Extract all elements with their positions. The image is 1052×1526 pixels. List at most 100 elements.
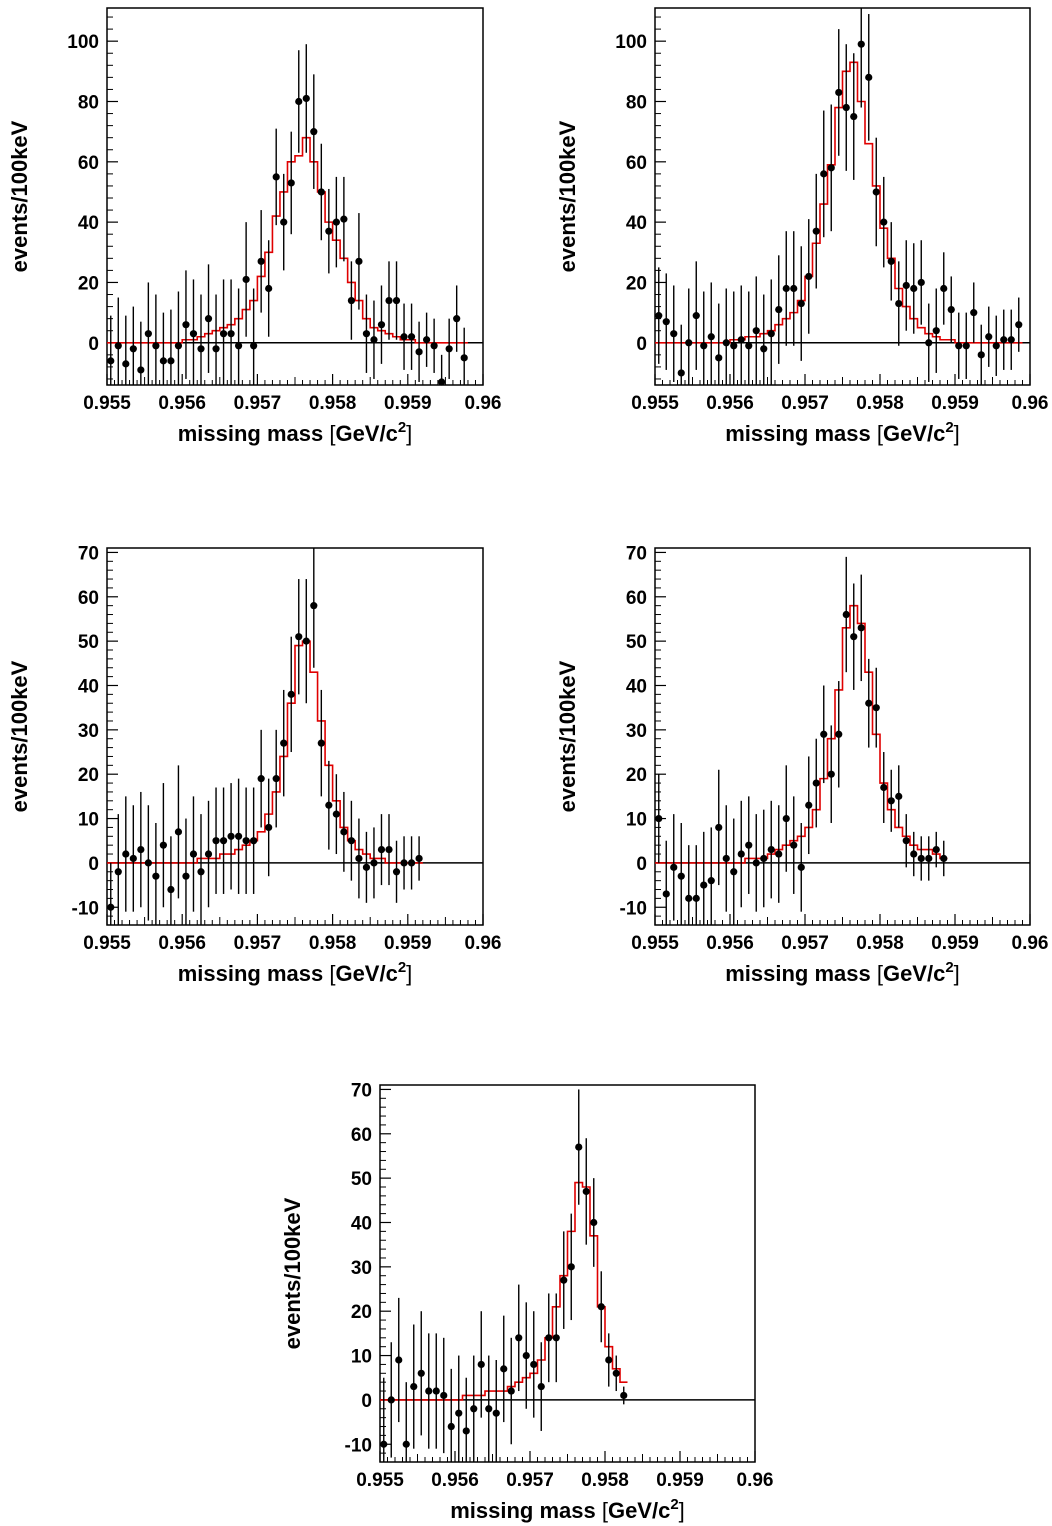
data-point [760,809,768,908]
data-point [970,282,978,343]
data-marker [902,837,910,845]
x-axis-title: missing mass [GeV/c2] [450,1496,685,1523]
data-point [745,796,753,894]
data-marker [850,112,858,121]
data-point [820,110,828,238]
data-marker [377,846,386,854]
data-marker [227,832,235,840]
data-marker [767,330,775,338]
data-marker [797,863,805,871]
x-tick-label: 0.96 [1012,393,1049,414]
data-point [545,1293,553,1383]
data-point [425,1333,433,1449]
data-point [129,805,137,912]
data-point [760,294,768,385]
data-marker [407,333,416,341]
data-point [415,321,423,382]
x-unit-bracket: [ [596,1498,608,1523]
data-marker [887,797,895,805]
y-tick-label: 60 [351,1125,372,1146]
data-marker [167,357,175,365]
data-marker [655,814,663,823]
data-marker [227,330,235,338]
data-point [460,327,468,385]
data-point [775,805,783,903]
data-point [662,840,670,925]
data-point [235,288,243,385]
data-marker [1007,336,1015,344]
data-marker [235,832,243,840]
data-point [917,240,925,325]
y-tick-label: 40 [626,213,647,234]
x-tick-label: 0.959 [384,933,432,954]
data-marker [805,272,813,281]
data-point [325,760,333,850]
data-marker [700,342,708,350]
data-point [182,818,190,925]
data-marker [895,299,903,308]
data-marker [507,1387,515,1395]
data-point [782,765,790,872]
x-unit-bracket: [ [871,421,883,446]
data-marker [880,218,888,226]
data-point [605,1333,613,1387]
data-point [685,845,693,925]
y-tick-label: -10 [620,898,647,919]
y-tick-label: 80 [626,92,647,113]
plot-top-right: 0.955 0.956 0.957 0.958 0.959 0.96 0 20 40 60 80 10… [555,7,1049,446]
data-marker [400,859,408,867]
data-marker [355,257,363,265]
x-axis-title: missing mass [GeV/c2] [178,959,413,986]
x-tick-label: 0.957 [506,1470,554,1491]
data-marker [530,1360,538,1369]
data-point [500,1315,508,1423]
x-unit-bracket: ] [406,421,412,446]
data-marker [775,306,783,314]
data-marker [440,1391,448,1400]
data-point [438,354,446,386]
data-marker [850,633,858,641]
data-point [189,796,198,912]
data-point [677,324,685,385]
data-point [400,836,408,890]
data-point [265,778,273,877]
data-marker [447,1422,455,1431]
data-point [670,814,678,921]
data-point [462,1377,470,1462]
x-tick-label: 0.957 [234,393,282,414]
data-point [407,303,416,370]
data-point [302,579,310,704]
data-point [612,1355,620,1392]
data-marker [925,854,933,863]
data-marker [880,783,888,792]
data-point [752,814,760,912]
data-marker [485,1405,493,1413]
y-tick-label: 70 [351,1080,372,1101]
data-marker [137,366,145,374]
data-point [447,1368,455,1462]
data-point [775,255,783,364]
data-point [582,1138,590,1245]
data-point [910,243,918,334]
data-marker [985,333,993,341]
data-point [790,796,798,894]
data-point [122,315,130,385]
data-point [235,778,243,894]
data-marker [355,854,363,863]
data-point [227,279,235,385]
y-tick-label: 50 [78,632,99,653]
data-point [477,1311,485,1418]
data-marker [902,281,910,290]
data-marker [174,828,183,836]
data-point [752,276,760,385]
data-point [340,791,348,872]
data-point [182,270,190,379]
data-point [310,548,318,668]
data-marker [432,1387,440,1395]
y-tick-label: 40 [351,1213,372,1234]
data-marker [438,378,446,386]
data-marker [242,837,250,845]
data-marker [280,739,288,747]
data-marker [865,73,873,81]
data-marker [700,881,708,889]
